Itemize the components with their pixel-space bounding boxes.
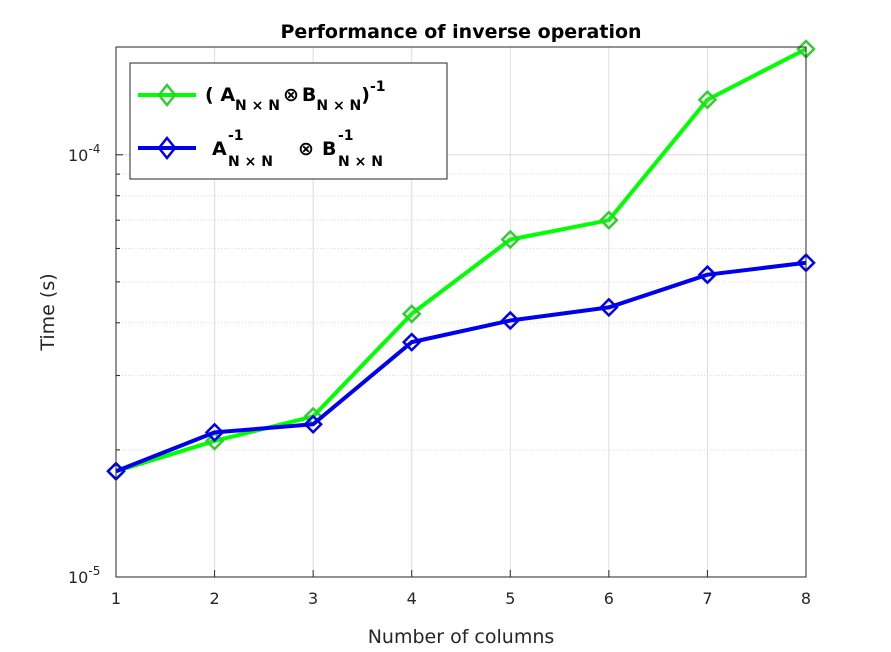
y-axis-label: Time (s) [37, 273, 59, 351]
legend: ( AN × N ⊗ BN × N)-1 A -1 N × N ⊗ B -1 N ×… [129, 62, 448, 180]
data-point-1 [599, 210, 619, 230]
legend-box [129, 62, 448, 180]
data-point-2 [303, 414, 323, 435]
axes-box [115, 46, 807, 578]
axis-ticks: 1 2 3 4 5 6 7 8 10-5 10-4 [68, 142, 811, 608]
legend-label-2-A: A [212, 138, 227, 160]
series-line-2 [115, 260, 807, 474]
chart-title: Performance of inverse operation [280, 21, 641, 43]
legend-label-2-B: B [322, 138, 336, 160]
data-point-1 [204, 431, 225, 451]
legend-entry-2: A -1 N × N ⊗ B -1 N × N [138, 128, 383, 170]
data-point-1 [697, 89, 718, 110]
legend-label-2-subA: N × N [228, 154, 273, 170]
data-point-1 [500, 229, 521, 250]
x-tick-label: 6 [604, 589, 614, 608]
legend-label-2-subB: N × N [338, 154, 383, 170]
x-tick-label: 3 [308, 589, 318, 608]
x-tick-label: 4 [407, 589, 417, 608]
legend-label-2-supA: -1 [228, 128, 244, 144]
legend-label-2-op: ⊗ [298, 138, 314, 160]
data-point-1 [401, 304, 422, 324]
legend-label-2-supB: -1 [338, 128, 354, 144]
data-point-2 [401, 332, 422, 352]
y-tick-label: 10-4 [68, 142, 100, 165]
legend-entry-1: ( AN × N ⊗ BN × N)-1 [138, 79, 386, 114]
data-point-2 [697, 264, 718, 285]
x-tick-label: 1 [111, 589, 121, 608]
x-tick-label: 2 [209, 589, 219, 608]
x-tick-label: 5 [505, 589, 515, 608]
x-tick-label: 8 [801, 589, 811, 608]
legend-label-1: ( AN × N ⊗ BN × N)-1 [205, 79, 386, 114]
series-line-1 [115, 47, 807, 474]
y-tick-label: 10-5 [68, 564, 100, 587]
data-point-2 [599, 297, 619, 318]
legend-swatch-marker-1 [157, 82, 177, 108]
data-point-2 [500, 310, 521, 331]
data-point-2 [204, 422, 225, 443]
x-tick-label: 7 [702, 589, 712, 608]
legend-swatch-marker-2 [157, 135, 177, 161]
x-axis-label: Number of columns [368, 626, 555, 648]
